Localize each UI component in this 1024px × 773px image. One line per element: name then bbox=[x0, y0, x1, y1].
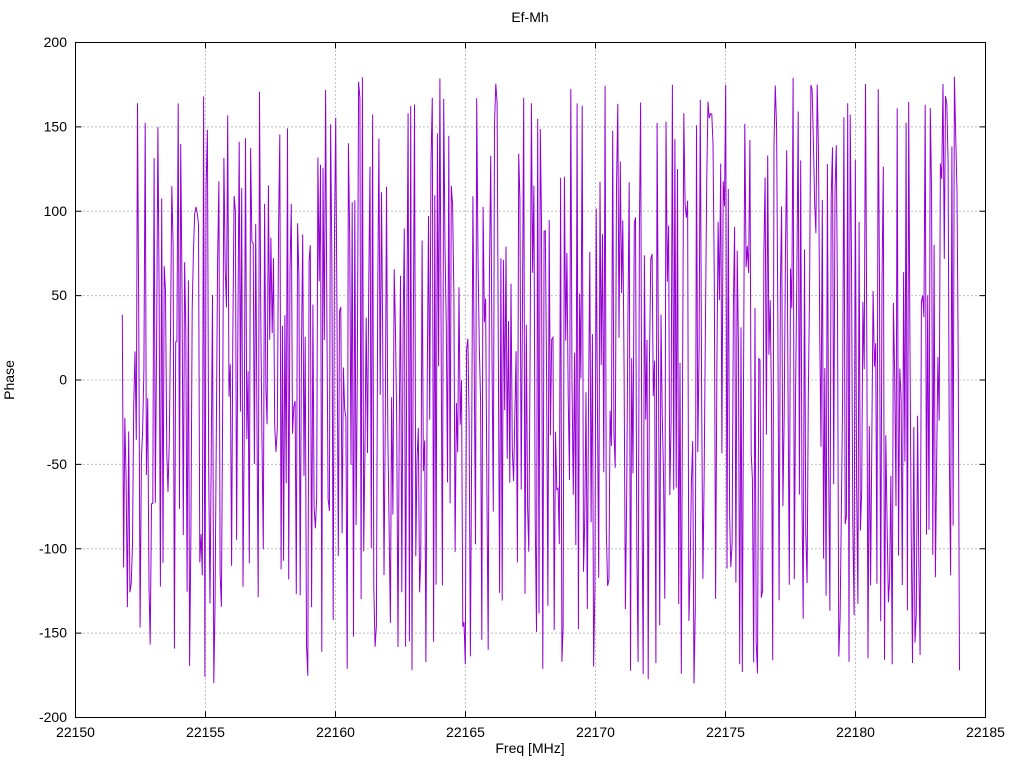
y-tick-label: -150 bbox=[39, 625, 67, 641]
x-tick-label: 22165 bbox=[446, 724, 485, 740]
chart-title: Ef-Mh bbox=[511, 9, 548, 25]
y-tick-label: 50 bbox=[51, 287, 67, 303]
y-axis-label: Phase bbox=[1, 360, 17, 400]
x-tick-label: 22155 bbox=[186, 724, 225, 740]
y-tick-label: 100 bbox=[44, 203, 68, 219]
y-tick-label: 0 bbox=[59, 372, 67, 388]
axis-tick-marks bbox=[75, 42, 986, 718]
plot-series bbox=[121, 76, 960, 684]
y-tick-label: 200 bbox=[44, 34, 68, 50]
phase-series-line bbox=[121, 76, 960, 684]
y-tick-label: -100 bbox=[39, 540, 67, 556]
x-axis-label: Freq [MHz] bbox=[495, 740, 564, 756]
x-tick-label: 22170 bbox=[576, 724, 615, 740]
x-tick-label: 22175 bbox=[706, 724, 745, 740]
x-tick-label: 22150 bbox=[56, 724, 95, 740]
y-tick-label: -50 bbox=[47, 456, 67, 472]
x-tick-label: 22160 bbox=[316, 724, 355, 740]
y-tick-label: -200 bbox=[39, 709, 67, 725]
x-tick-label: 22185 bbox=[966, 724, 1005, 740]
y-tick-label: 150 bbox=[44, 118, 68, 134]
x-tick-label: 22180 bbox=[836, 724, 875, 740]
